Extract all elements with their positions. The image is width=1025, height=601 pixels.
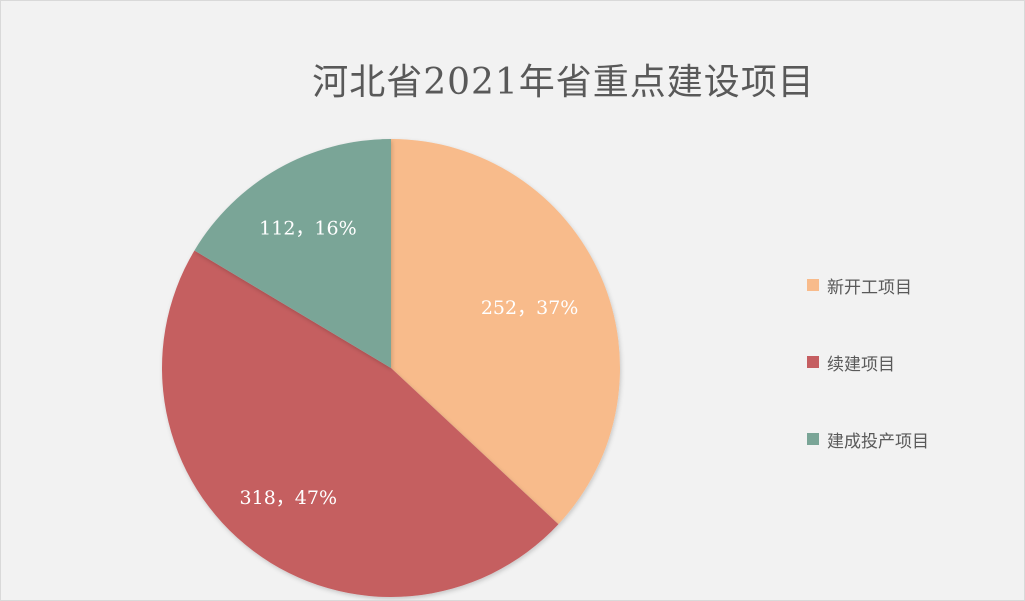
legend-item-completed-projects: 建成投产项目 — [807, 427, 1017, 452]
data-label-new-projects: 252，37% — [481, 297, 579, 319]
legend-label-new-projects: 新开工项目 — [827, 277, 912, 298]
data-label-continuing-projects: 318，47% — [240, 487, 338, 509]
pie-data-labels: 252，37% 318，47% 112，16% — [240, 218, 579, 509]
legend-swatch-continuing-projects — [807, 356, 819, 368]
legend-item-continuing-projects: 续建项目 — [807, 350, 1017, 375]
legend-item-new-projects: 新开工项目 — [807, 273, 1017, 298]
pie-slices — [162, 139, 620, 597]
legend-swatch-completed-projects — [807, 433, 819, 445]
pie-slice-new-projects — [391, 139, 620, 525]
data-label-completed-projects: 112，16% — [259, 218, 357, 240]
legend-label-continuing-projects: 续建项目 — [827, 354, 895, 375]
legend: 新开工项目 续建项目 建成投产项目 — [807, 273, 1017, 504]
pie-slice-continuing-projects — [162, 250, 559, 597]
legend-swatch-new-projects — [807, 279, 819, 291]
legend-label-completed-projects: 建成投产项目 — [827, 431, 929, 452]
chart-title: 河北省2021年省重点建设项目 — [312, 62, 815, 103]
pie-slice-completed-projects — [194, 139, 391, 368]
